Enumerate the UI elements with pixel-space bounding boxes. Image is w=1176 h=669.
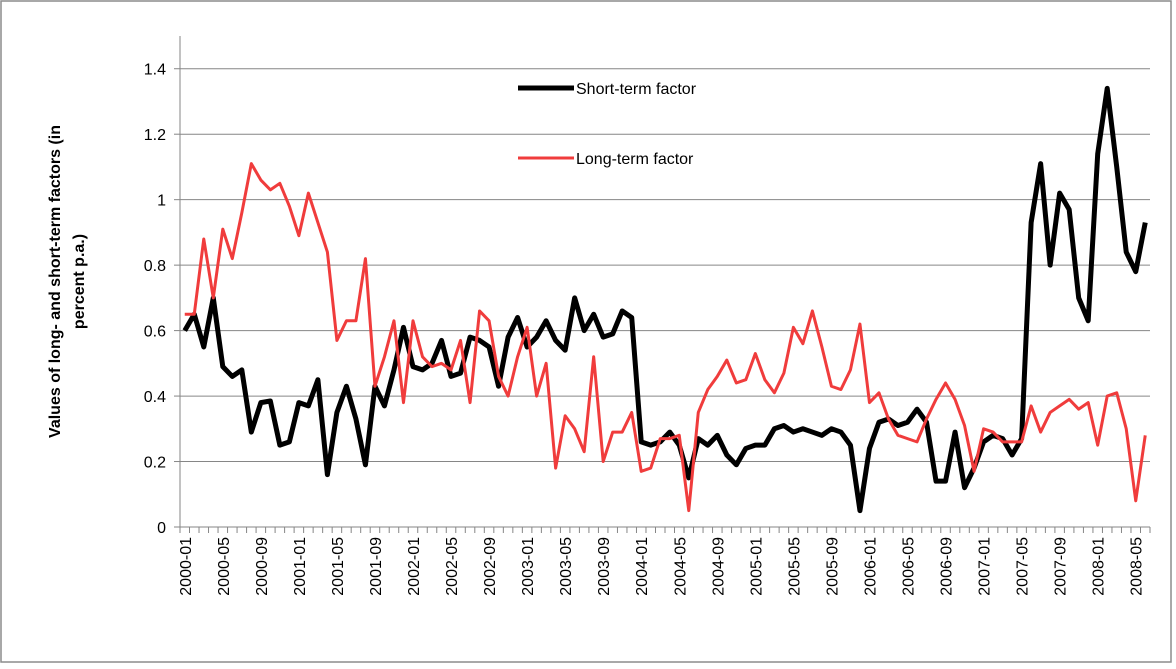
x-tick-label: 2006-05: [901, 537, 918, 596]
y-tick-label: 0.8: [144, 258, 166, 275]
x-tick-label: 2000-09: [254, 537, 271, 596]
x-tick-label: 2003-09: [596, 537, 613, 596]
y-tick-label: 1: [157, 193, 166, 210]
series-line: [182, 85, 1148, 514]
legend-label: Long-term factor: [576, 151, 694, 168]
y-tick-label: 0.4: [144, 389, 166, 406]
x-tick-label: 2006-01: [862, 537, 879, 596]
y-tick-label: 0: [157, 520, 166, 537]
y-tick-label: 1.2: [144, 127, 166, 144]
x-tick-label: 2008-01: [1091, 537, 1108, 596]
y-axis-title: Values of long- and short-term factors (…: [47, 125, 88, 438]
series-line: [184, 162, 1147, 513]
x-tick-label: 2001-09: [368, 537, 385, 596]
x-tick-label: 2006-09: [939, 537, 956, 596]
legend-label: Short-term factor: [576, 81, 697, 98]
y-tick-label: 0.6: [144, 324, 166, 341]
x-tick-label: 2002-09: [482, 537, 499, 596]
y-tick-label: 1.4: [144, 62, 166, 79]
x-tick-label: 2007-05: [1015, 537, 1032, 596]
x-tick-label: 2001-01: [292, 537, 309, 596]
x-tick-label: 2008-05: [1129, 537, 1146, 596]
x-tick-label: 2000-05: [216, 537, 233, 596]
x-tick-label: 2004-09: [710, 537, 727, 596]
x-tick-label: 2003-01: [520, 537, 537, 596]
x-tick-label: 2004-01: [634, 537, 651, 596]
x-tick-label: 2005-09: [824, 537, 841, 596]
x-tick-label: 2000-01: [178, 537, 195, 596]
x-tick-label: 2007-01: [977, 537, 994, 596]
x-tick-label: 2002-05: [444, 537, 461, 596]
x-tick-label: 2003-05: [558, 537, 575, 596]
x-tick-label: 2004-05: [672, 537, 689, 596]
x-tick-label: 2007-09: [1053, 537, 1070, 596]
x-tick-label: 2002-01: [406, 537, 423, 596]
y-tick-label: 0.2: [144, 455, 166, 472]
x-tick-label: 2005-01: [748, 537, 765, 596]
x-tick-label: 2001-05: [330, 537, 347, 596]
x-tick-label: 2005-05: [786, 537, 803, 596]
